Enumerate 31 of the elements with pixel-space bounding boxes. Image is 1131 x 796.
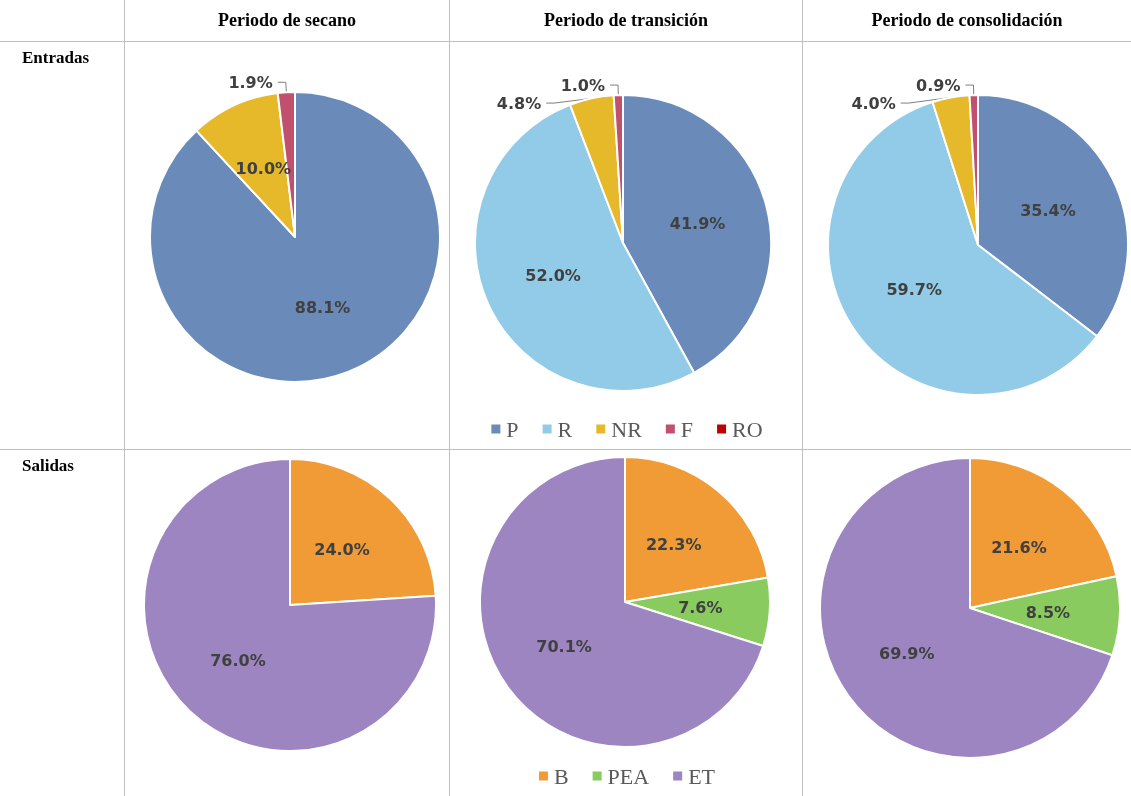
- data-label: 7.6%: [678, 597, 723, 617]
- data-label: 24.0%: [314, 540, 370, 560]
- legend-label: NR: [611, 416, 643, 442]
- data-label: 4.0%: [851, 93, 896, 113]
- legend-label: ET: [688, 763, 716, 789]
- data-label: 35.4%: [1020, 200, 1076, 220]
- chart-title: Periodo de transición: [450, 0, 803, 42]
- data-label: 1.9%: [228, 72, 273, 92]
- chart-title: Periodo de consolidación: [803, 0, 1131, 42]
- data-label: 22.3%: [645, 534, 702, 554]
- legend-label: B: [553, 763, 569, 789]
- data-label: 52.0%: [525, 265, 581, 285]
- chart-title: Periodo de secano: [125, 0, 450, 42]
- data-label: 4.8%: [496, 93, 542, 113]
- legend-label: PEA: [607, 763, 650, 789]
- data-label: 76.0%: [210, 650, 266, 670]
- data-label: 59.7%: [886, 280, 942, 300]
- data-label: 8.5%: [1025, 602, 1071, 622]
- data-label: 88.1%: [294, 297, 351, 317]
- text: Salidas: [0, 450, 125, 796]
- data-label: 70.1%: [536, 637, 592, 657]
- legend-label: R: [557, 416, 573, 442]
- data-label: 0.9%: [916, 75, 961, 95]
- data-label: 69.9%: [879, 644, 935, 664]
- text: Entradas: [0, 42, 125, 450]
- data-label: 1.0%: [560, 75, 606, 95]
- data-label: 21.6%: [991, 537, 1047, 557]
- data-label: 41.9%: [669, 214, 726, 234]
- legend-label: F: [680, 416, 694, 442]
- legend-label: P: [506, 416, 519, 442]
- legend-label: RO: [732, 416, 763, 442]
